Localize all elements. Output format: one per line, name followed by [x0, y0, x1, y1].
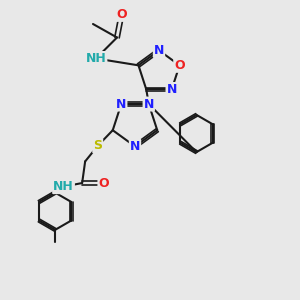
Text: O: O: [116, 8, 127, 21]
Text: N: N: [130, 140, 140, 153]
Text: N: N: [144, 98, 154, 111]
Text: N: N: [154, 44, 164, 57]
Text: N: N: [167, 83, 177, 96]
Text: NH: NH: [53, 180, 74, 193]
Text: N: N: [116, 98, 126, 111]
Text: O: O: [98, 176, 109, 190]
Text: O: O: [174, 59, 185, 72]
Text: NH: NH: [85, 52, 106, 65]
Text: S: S: [93, 139, 102, 152]
